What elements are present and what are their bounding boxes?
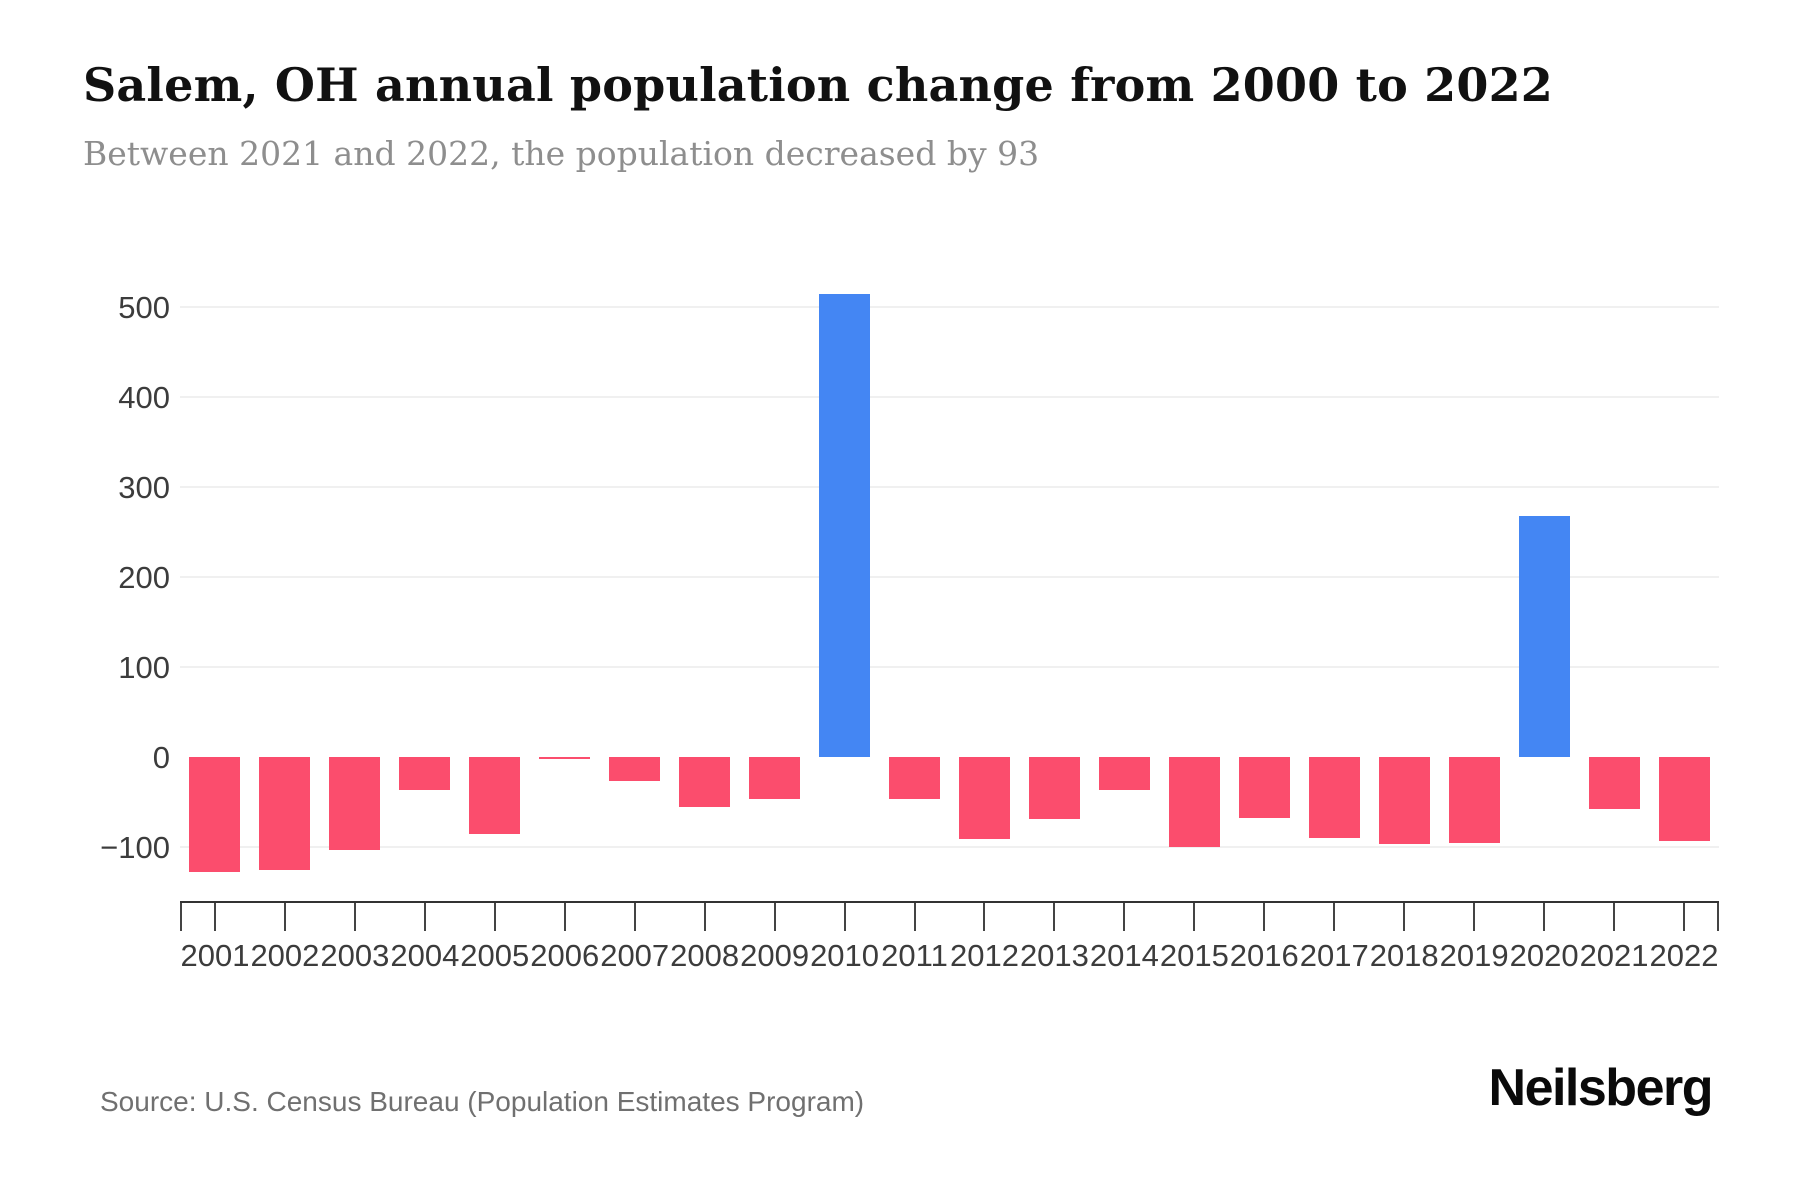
x-tick-2021 [1613,903,1616,931]
y-axis-label-200: 200 [118,560,170,595]
x-axis-end-tick [180,903,182,931]
bar-2017[interactable] [1308,757,1360,838]
x-tick-2020 [1543,903,1546,931]
x-tick-2022 [1683,903,1686,931]
gridline-200 [180,576,1719,578]
bar-2010[interactable] [819,294,871,757]
x-axis-label-2008: 2008 [670,938,740,973]
x-tick-2002 [283,903,286,931]
x-axis-label-2004: 2004 [390,938,460,973]
x-tick-2004 [423,903,426,931]
x-axis-label-2020: 2020 [1509,938,1579,973]
bar-2022[interactable] [1658,757,1710,841]
x-tick-2001 [213,903,216,931]
bar-2006[interactable] [539,757,591,759]
x-axis-label-2010: 2010 [810,938,880,973]
bar-2002[interactable] [259,757,311,871]
bar-2004[interactable] [399,757,451,791]
x-tick-2019 [1473,903,1476,931]
x-tick-2016 [1263,903,1266,931]
bar-2008[interactable] [679,757,731,807]
x-axis-label-2005: 2005 [460,938,530,973]
x-tick-2013 [1053,903,1056,931]
chart-subtitle: Between 2021 and 2022, the population de… [83,134,1040,173]
x-tick-2015 [1193,903,1196,931]
x-axis-end-tick [1717,903,1719,931]
x-tick-2006 [563,903,566,931]
x-tick-2014 [1123,903,1126,931]
source-attribution: Source: U.S. Census Bureau (Population E… [100,1086,865,1117]
bar-2003[interactable] [329,757,381,850]
x-tick-2003 [353,903,356,931]
gridline-300 [180,486,1719,488]
gridline-400 [180,396,1719,398]
x-tick-2008 [703,903,706,931]
bar-2001[interactable] [189,757,241,873]
x-axis-label-2001: 2001 [180,938,250,973]
bar-2007[interactable] [609,757,661,782]
x-axis-label-2006: 2006 [530,938,600,973]
x-axis-label-2014: 2014 [1089,938,1159,973]
x-tick-2005 [493,903,496,931]
x-axis-label-2022: 2022 [1649,938,1719,973]
x-axis-label-2003: 2003 [320,938,390,973]
bar-2005[interactable] [469,757,521,834]
bar-2016[interactable] [1238,757,1290,819]
bar-2011[interactable] [889,757,941,800]
x-axis-label-2007: 2007 [600,938,670,973]
x-axis-label-2016: 2016 [1229,938,1299,973]
x-axis-label-2015: 2015 [1159,938,1229,973]
x-axis-label-2021: 2021 [1579,938,1649,973]
bar-2014[interactable] [1098,757,1150,791]
chart-title: Salem, OH annual population change from … [83,58,1554,112]
x-tick-2017 [1333,903,1336,931]
x-axis-label-2019: 2019 [1439,938,1509,973]
x-axis-label-2012: 2012 [949,938,1019,973]
bar-2015[interactable] [1168,757,1220,847]
y-axis-label-0: 0 [152,740,170,775]
bar-2013[interactable] [1028,757,1080,820]
gridline-500 [180,306,1719,308]
x-axis-label-2018: 2018 [1369,938,1439,973]
bar-2021[interactable] [1588,757,1640,810]
y-axis-label--100: −100 [100,830,170,865]
neilsberg-logo: Neilsberg [1488,1059,1714,1117]
y-axis-label-500: 500 [118,290,170,325]
y-axis-label-300: 300 [118,470,170,505]
x-axis-label-2013: 2013 [1019,938,1089,973]
bar-2019[interactable] [1448,757,1500,844]
y-axis-label-100: 100 [118,650,170,685]
x-axis-label-2002: 2002 [250,938,320,973]
x-tick-2007 [633,903,636,931]
x-tick-2018 [1403,903,1406,931]
x-tick-2009 [773,903,776,931]
x-tick-2011 [913,903,916,931]
x-axis-label-2011: 2011 [881,938,948,973]
gridline-100 [180,666,1719,668]
bar-2020[interactable] [1518,515,1570,757]
bar-2018[interactable] [1378,757,1430,845]
bar-2009[interactable] [749,757,801,800]
x-tick-2012 [983,903,986,931]
x-axis-line [180,901,1719,903]
x-axis-label-2017: 2017 [1299,938,1369,973]
y-axis-label-400: 400 [118,380,170,415]
bar-2012[interactable] [958,757,1010,839]
x-tick-2010 [843,903,846,931]
gridline--100 [180,846,1719,848]
x-axis-label-2009: 2009 [740,938,810,973]
